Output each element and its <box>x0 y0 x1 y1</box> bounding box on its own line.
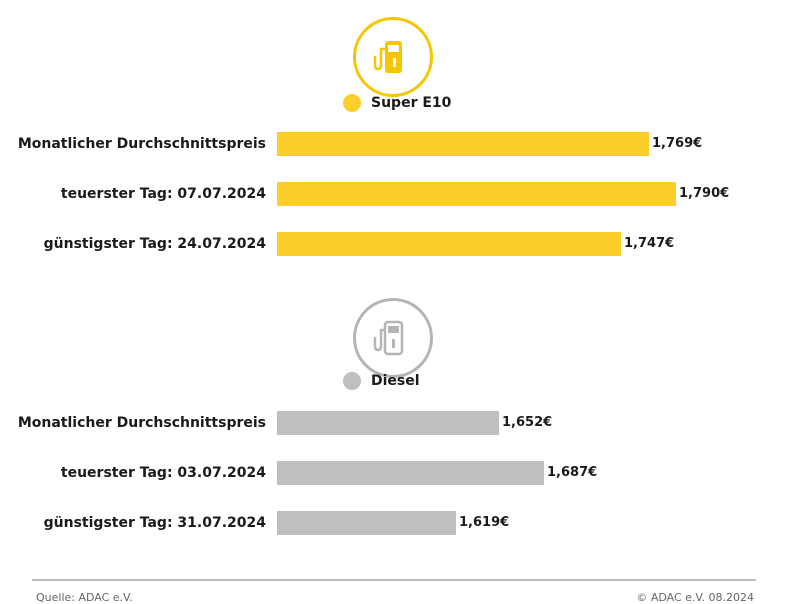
diesel-category-label-0: Monatlicher Durchschnittspreis <box>17 415 266 431</box>
footer-divider <box>32 579 756 581</box>
footer-source: Quelle: ADAC e.V. <box>36 591 133 604</box>
diesel-value-label-1: 1,687€ <box>547 465 598 480</box>
e10-value-label-1: 1,790€ <box>679 186 730 201</box>
e10-bar-0 <box>277 132 649 156</box>
diesel-bar-1 <box>277 461 544 485</box>
diesel-value-label-0: 1,652€ <box>502 415 553 430</box>
e10-value-label-2: 1,747€ <box>624 236 675 251</box>
super-e10-legend-label: Super E10 <box>371 95 452 111</box>
diesel-legend-dot <box>343 372 361 390</box>
diesel-legend: Diesel <box>343 371 420 391</box>
diesel-category-label-2: günstigster Tag: 31.07.2024 <box>43 515 266 531</box>
super-e10-legend: Super E10 <box>343 93 451 113</box>
e10-bar-2 <box>277 232 621 256</box>
diesel-fuel-pump-icon <box>353 298 433 378</box>
e10-category-label-0: Monatlicher Durchschnittspreis <box>17 136 266 152</box>
diesel-category-label-1: teuerster Tag: 03.07.2024 <box>60 465 266 481</box>
footer-copyright: © ADAC e.V. 08.2024 <box>636 591 754 604</box>
e10-category-label-2: günstigster Tag: 24.07.2024 <box>43 236 266 252</box>
diesel-bar-0 <box>277 411 499 435</box>
e10-category-label-1: teuerster Tag: 07.07.2024 <box>60 186 266 202</box>
e10-bar-1 <box>277 182 676 206</box>
diesel-bar-2 <box>277 511 456 535</box>
diesel-value-label-2: 1,619€ <box>459 515 510 530</box>
super-e10-legend-dot <box>343 94 361 112</box>
e10-value-label-0: 1,769€ <box>652 136 703 151</box>
diesel-legend-label: Diesel <box>371 373 420 389</box>
super-e10-fuel-pump-icon <box>353 17 433 97</box>
